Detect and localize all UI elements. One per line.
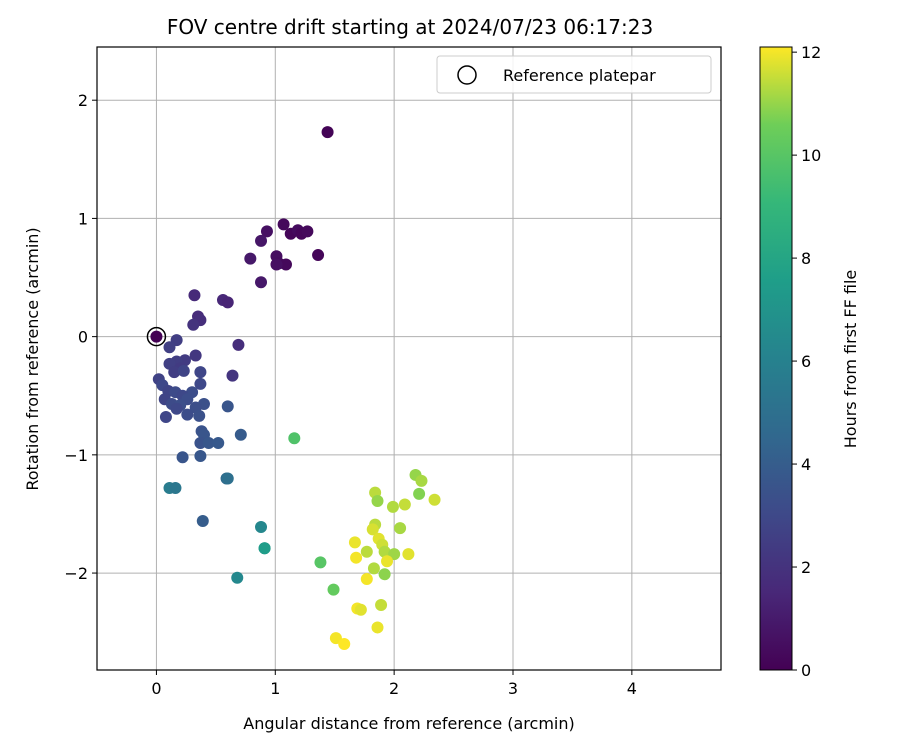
data-point	[170, 402, 183, 415]
data-point	[314, 556, 327, 569]
data-point	[244, 252, 257, 265]
colorbar-tick-label: 8	[801, 249, 811, 268]
data-point	[181, 408, 194, 421]
data-point	[196, 515, 209, 528]
y-axis-label: Rotation from reference (arcmin)	[23, 227, 42, 490]
colorbar-tick-label: 2	[801, 558, 811, 577]
y-tick-label: 2	[78, 91, 88, 110]
data-point	[279, 258, 292, 271]
data-point	[226, 369, 239, 382]
data-point	[386, 500, 399, 513]
data-point	[234, 428, 247, 441]
data-point	[394, 522, 407, 535]
data-point	[202, 437, 215, 450]
data-point	[194, 450, 207, 463]
y-tick-label: −2	[64, 564, 88, 583]
data-point	[169, 481, 182, 494]
colorbar-label: Hours from first FF file	[841, 270, 860, 449]
legend-marker-icon	[457, 65, 477, 85]
data-point	[375, 598, 388, 611]
data-point	[371, 494, 384, 507]
x-tick-label: 2	[389, 679, 399, 698]
x-tick-label: 3	[508, 679, 518, 698]
data-point	[321, 126, 334, 139]
colorbar-tick-label: 6	[801, 352, 811, 371]
data-point	[367, 562, 380, 575]
data-point	[413, 487, 426, 500]
data-point	[270, 258, 283, 271]
reference-marker	[146, 326, 167, 347]
data-point	[402, 548, 415, 561]
legend-label: Reference platepar	[503, 66, 656, 85]
plot-frame	[96, 46, 722, 671]
y-tick-label: 0	[78, 328, 88, 347]
x-tick-label: 0	[151, 679, 161, 698]
data-point	[255, 520, 268, 533]
data-point	[221, 400, 234, 413]
data-point	[212, 437, 225, 450]
data-point	[163, 341, 176, 354]
data-point	[168, 366, 181, 379]
data-point	[194, 437, 207, 450]
reference-point-marker	[146, 326, 167, 347]
data-point	[329, 632, 342, 645]
data-point	[221, 296, 234, 309]
data-points	[150, 126, 441, 650]
data-point	[371, 621, 384, 634]
data-point	[258, 542, 271, 555]
x-tick-label: 1	[270, 679, 280, 698]
data-point	[378, 545, 391, 558]
data-point	[176, 451, 189, 464]
chart-title: FOV centre drift starting at 2024/07/23 …	[167, 15, 653, 39]
data-point	[348, 536, 361, 549]
data-point	[255, 234, 268, 247]
data-point	[194, 377, 207, 390]
data-point	[301, 225, 314, 238]
colorbar-tick-label: 12	[801, 43, 821, 62]
data-point	[366, 523, 379, 536]
data-point	[150, 330, 163, 343]
colorbar-ticks: 0 2 4 6 8 10 12	[792, 43, 821, 680]
y-axis-ticks: −2 −1 0 1 2	[64, 91, 97, 583]
data-point	[232, 338, 245, 351]
data-point	[350, 551, 363, 564]
data-point	[255, 276, 268, 289]
data-point	[381, 555, 394, 568]
data-point	[277, 218, 290, 231]
data-point	[398, 498, 411, 511]
data-point	[378, 568, 391, 581]
data-point	[189, 349, 202, 362]
data-point	[221, 472, 234, 485]
data-point	[177, 364, 190, 377]
legend-box	[436, 55, 712, 94]
data-point	[159, 411, 172, 424]
y-tick-label: −1	[64, 446, 88, 465]
colorbar-tick-label: 4	[801, 455, 811, 474]
data-point	[187, 318, 200, 331]
colorbar-tick-label: 0	[801, 661, 811, 680]
x-axis-label: Angular distance from reference (arcmin)	[243, 714, 574, 733]
data-point	[354, 603, 367, 616]
x-tick-label: 4	[627, 679, 637, 698]
data-point	[312, 249, 325, 262]
data-point	[327, 583, 340, 596]
data-point	[231, 571, 244, 584]
data-point	[288, 432, 301, 445]
data-point	[194, 366, 207, 379]
data-point	[360, 572, 373, 585]
y-tick-label: 1	[78, 209, 88, 228]
data-point	[360, 545, 373, 558]
data-point	[188, 289, 201, 302]
data-point	[415, 474, 428, 487]
data-point	[338, 637, 351, 650]
colorbar-tick-label: 10	[801, 146, 821, 165]
legend: Reference platepar	[436, 55, 712, 94]
data-point	[193, 409, 206, 422]
data-point	[428, 493, 441, 506]
x-axis-ticks: 0 1 2 3 4	[151, 670, 637, 698]
colorbar	[759, 46, 793, 671]
data-point	[260, 225, 273, 238]
